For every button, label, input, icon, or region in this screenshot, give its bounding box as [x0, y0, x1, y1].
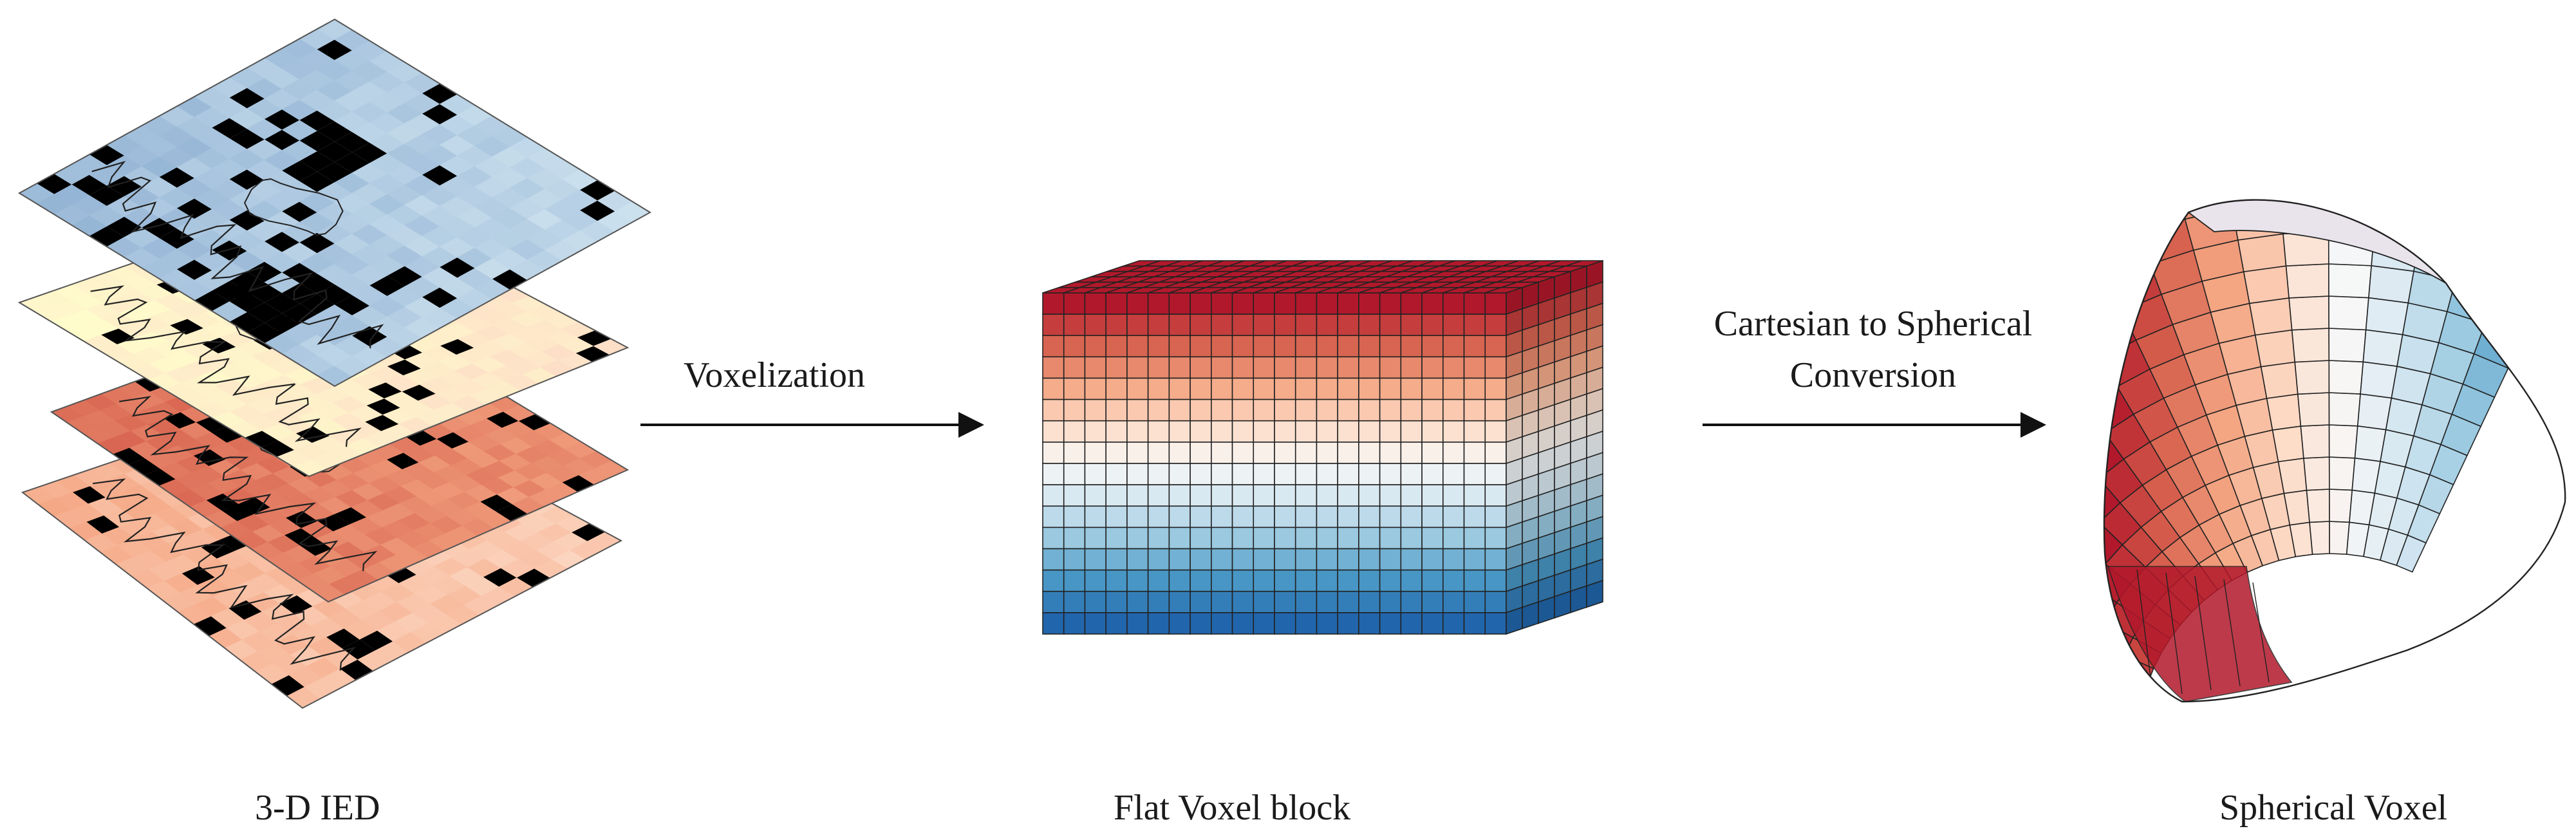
voxel-cube-icon: [1042, 259, 1603, 635]
stage-label-3d-ied: 3-D IED: [255, 788, 380, 828]
conversion-label-line2: Conversion: [1789, 355, 1957, 395]
ied-layer: [18, 18, 651, 387]
stage-label-spherical-voxel: Spherical Voxel: [2219, 788, 2448, 828]
stage-label-flat-voxel-block: Flat Voxel block: [1114, 788, 1351, 828]
conversion-label-line1: Cartesian to Spherical: [1713, 304, 2033, 344]
layer-stack-icon: [17, 18, 651, 709]
voxelization-label: Voxelization: [684, 355, 866, 395]
